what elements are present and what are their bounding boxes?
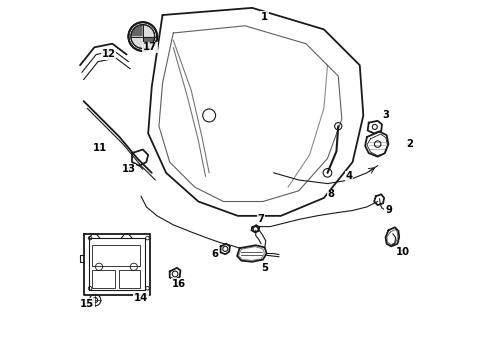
- Text: 8: 8: [328, 189, 335, 199]
- Text: 2: 2: [407, 139, 414, 149]
- Wedge shape: [131, 25, 143, 37]
- Text: 17: 17: [143, 42, 157, 52]
- Text: 3: 3: [383, 111, 390, 121]
- Text: 14: 14: [134, 293, 148, 303]
- Text: 10: 10: [396, 247, 410, 257]
- Text: 12: 12: [102, 49, 116, 59]
- Text: 13: 13: [122, 164, 135, 174]
- Text: 6: 6: [211, 248, 218, 258]
- Text: 11: 11: [93, 143, 107, 153]
- Text: 4: 4: [345, 171, 353, 181]
- Bar: [119, 270, 140, 288]
- Text: 15: 15: [80, 299, 94, 309]
- Wedge shape: [143, 37, 154, 48]
- Bar: [92, 244, 140, 266]
- Text: 9: 9: [385, 206, 392, 216]
- Text: 7: 7: [258, 215, 265, 224]
- Text: 1: 1: [261, 12, 269, 22]
- Text: 16: 16: [172, 279, 186, 289]
- Wedge shape: [143, 25, 154, 37]
- Text: 5: 5: [261, 263, 268, 273]
- Bar: [92, 270, 115, 288]
- Wedge shape: [131, 37, 143, 48]
